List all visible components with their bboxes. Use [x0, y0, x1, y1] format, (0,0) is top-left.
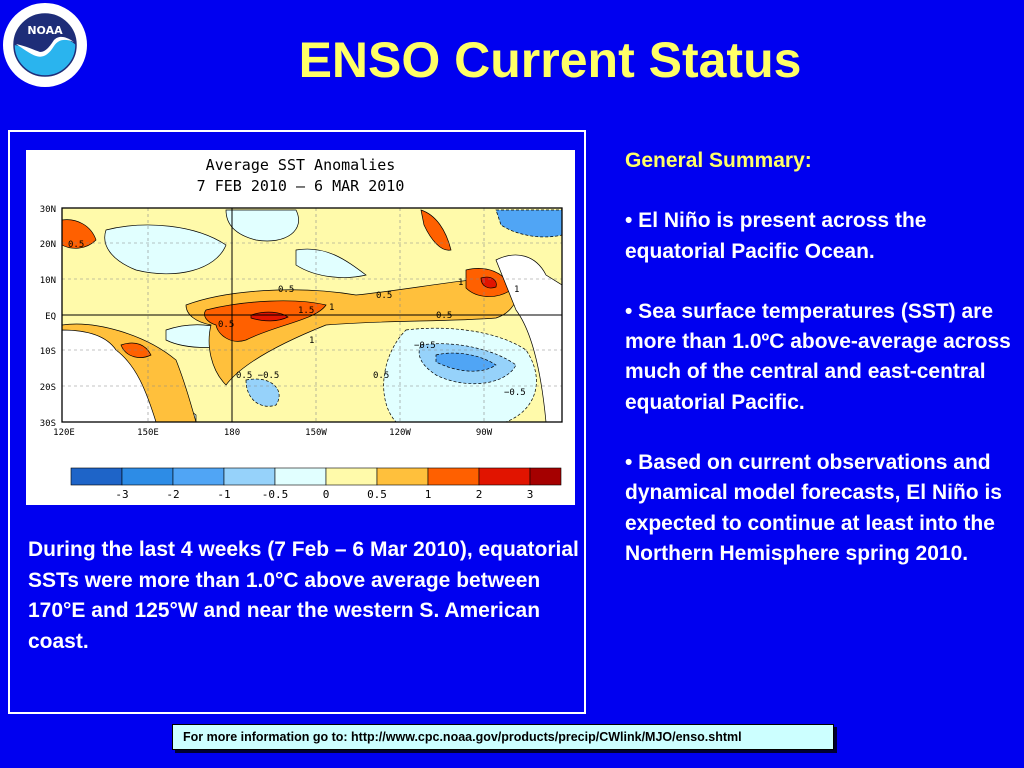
svg-text:0.5: 0.5: [68, 240, 84, 250]
svg-text:0.5 −0.5: 0.5 −0.5: [236, 371, 279, 381]
colorbar-label: 1: [425, 488, 432, 501]
svg-text:0.5: 0.5: [436, 311, 452, 321]
colorbar-label: 0: [323, 488, 330, 501]
x-tick-90w: 90W: [476, 428, 493, 438]
y-tick-eq: EQ: [45, 312, 56, 322]
y-tick-20s: 20S: [40, 383, 56, 393]
svg-text:1.5: 1.5: [298, 306, 314, 316]
noaa-logo-icon: NOAA: [3, 3, 87, 87]
map-title-line2: 7 FEB 2010 – 6 MAR 2010: [196, 177, 405, 195]
more-info-link[interactable]: For more information go to: http://www.c…: [172, 724, 834, 750]
y-tick-10n: 10N: [40, 276, 56, 286]
summary-heading: General Summary:: [625, 149, 812, 172]
svg-text:0.5: 0.5: [373, 371, 389, 381]
x-tick-150e: 150E: [137, 428, 159, 438]
y-tick-20n: 20N: [40, 240, 56, 250]
colorbar-label: 2: [476, 488, 483, 501]
y-tick-30s: 30S: [40, 419, 56, 429]
summary-bullet: • El Niño is present across the equatori…: [625, 209, 927, 263]
svg-text:1: 1: [458, 278, 463, 288]
svg-text:1: 1: [514, 285, 519, 295]
map-caption: During the last 4 weeks (7 Feb – 6 Mar 2…: [28, 538, 579, 653]
sst-anomaly-map: Average SST Anomalies 7 FEB 2010 – 6 MAR…: [26, 150, 575, 505]
colorbar: [70, 467, 562, 486]
svg-text:−0.5: −0.5: [504, 388, 526, 398]
svg-text:−0.5: −0.5: [414, 341, 436, 351]
colorbar-label: -3: [115, 488, 128, 501]
svg-text:0.5: 0.5: [218, 320, 234, 330]
colorbar-label: 3: [527, 488, 534, 501]
summary-bullet: • Sea surface temperatures (SST) are mor…: [625, 299, 1011, 414]
slide-title: ENSO Current Status: [298, 32, 802, 88]
x-tick-180: 180: [224, 428, 240, 438]
colorbar-label: 0.5: [367, 488, 387, 501]
svg-text:0.5: 0.5: [376, 291, 392, 301]
x-tick-120w: 120W: [389, 428, 411, 438]
map-title-line1: Average SST Anomalies: [205, 156, 396, 174]
general-summary: General Summary: • El Niño is present ac…: [625, 146, 1020, 599]
svg-text:1: 1: [309, 336, 314, 346]
svg-text:1: 1: [329, 303, 334, 313]
svg-text:0.5: 0.5: [278, 285, 294, 295]
x-tick-120e: 120E: [53, 428, 75, 438]
colorbar-label: -0.5: [262, 488, 289, 501]
chart-frame: [8, 130, 586, 714]
y-tick-30n: 30N: [40, 205, 56, 215]
y-tick-10s: 10S: [40, 347, 56, 357]
x-tick-150w: 150W: [305, 428, 327, 438]
noaa-logo-text: NOAA: [27, 24, 63, 37]
colorbar-label: -1: [217, 488, 230, 501]
map-plot: 30N 20N 10N EQ 10S 20S 30S 120E 150E 180…: [40, 205, 563, 501]
summary-bullet: • Based on current observations and dyna…: [625, 451, 1002, 565]
map-title: Average SST Anomalies 7 FEB 2010 – 6 MAR…: [26, 155, 575, 197]
colorbar-label: -2: [166, 488, 179, 501]
